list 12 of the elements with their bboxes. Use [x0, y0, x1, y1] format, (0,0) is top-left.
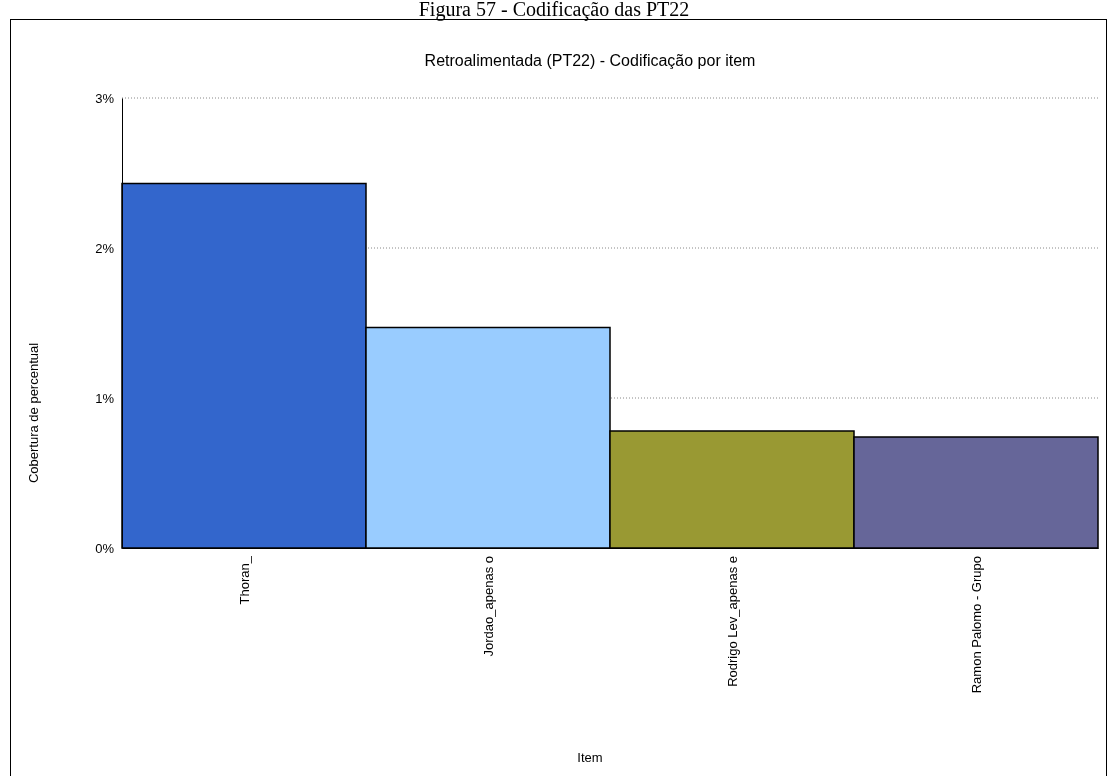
x-tick-label: Thoran_: [236, 555, 252, 605]
y-axis-title: Cobertura de percentual: [26, 342, 41, 484]
y-tick-label: 0%: [95, 540, 115, 556]
x-tick-label: Jordao_apenas o: [480, 556, 496, 657]
y-tick-label: 3%: [95, 90, 115, 106]
chart-title: Retroalimentada (PT22) - Codificação por item: [424, 52, 756, 69]
x-tick-label: Ramon Palomo - Grupo: [968, 556, 984, 694]
x-axis-title: Item: [577, 750, 603, 765]
text: Figura 57 - Codificação das PT22: [418, 0, 690, 21]
y-tick-label: 2%: [95, 240, 115, 256]
x-tick-label: Rodrigo Lev_apenas e: [724, 556, 740, 687]
y-tick-label: 1%: [95, 390, 115, 406]
